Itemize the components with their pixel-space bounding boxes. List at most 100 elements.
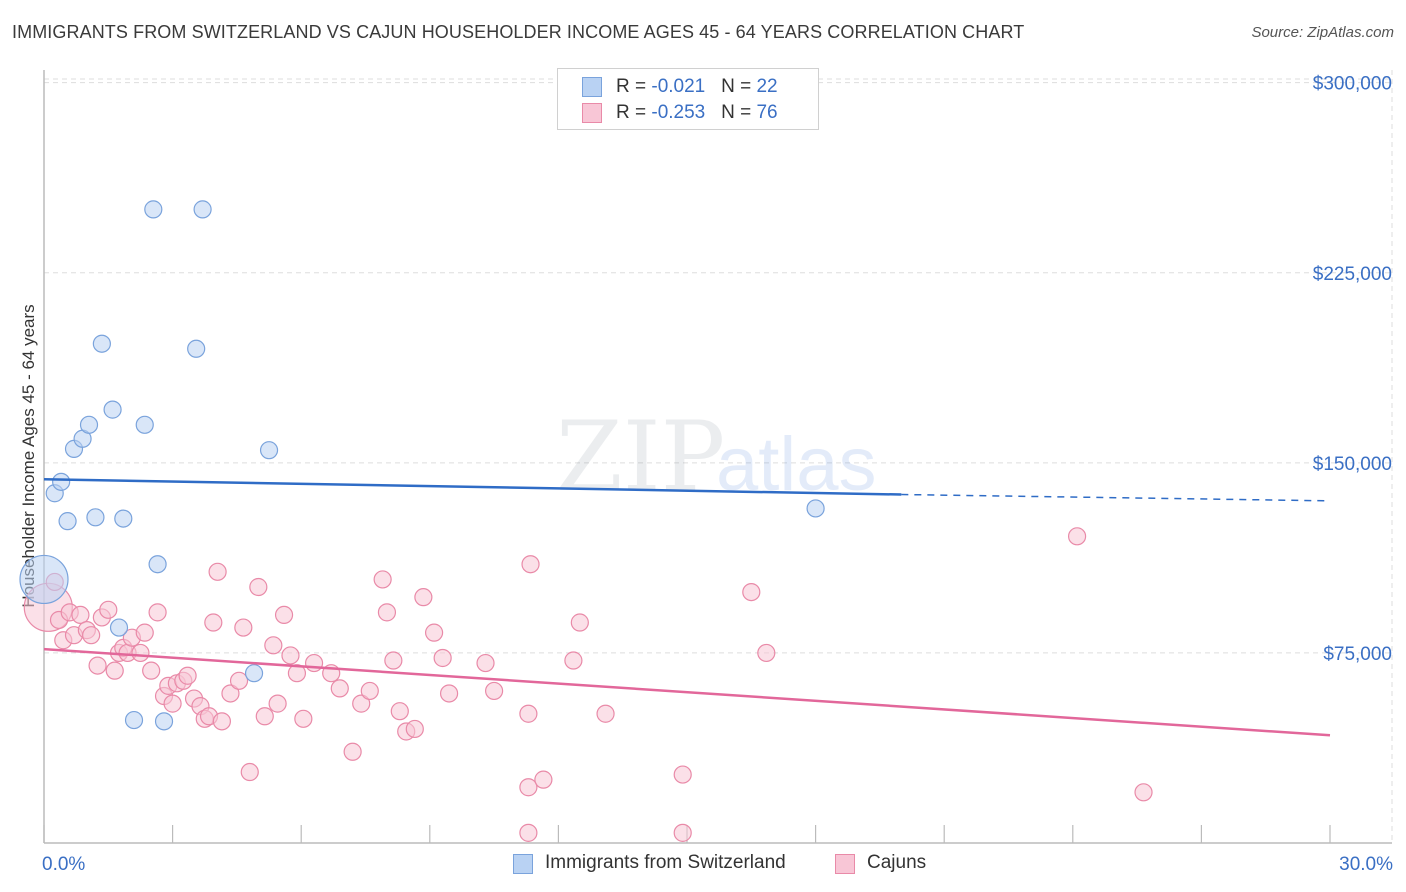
data-point: [71, 605, 90, 625]
data-point: [249, 577, 268, 597]
y-tick-label: $150,000: [1313, 454, 1392, 475]
data-point: [86, 508, 105, 527]
data-point: [193, 200, 212, 219]
data-point: [519, 823, 538, 842]
data-point: [240, 762, 259, 782]
data-point: [268, 694, 287, 713]
r-label: R =: [616, 76, 652, 97]
data-point: [99, 600, 118, 619]
chart-title: IMMIGRANTS FROM SWITZERLAND VS CAJUN HOU…: [12, 22, 1025, 42]
data-point: [148, 603, 167, 622]
legend-row-text: R = -0.253 N = 76: [616, 102, 778, 124]
data-point: [124, 710, 144, 730]
cajuns-points: [23, 527, 1153, 842]
data-point: [229, 671, 249, 690]
data-point: [343, 742, 362, 761]
data-point: [255, 707, 274, 726]
y-tick-label: $75,000: [1323, 644, 1392, 665]
data-point: [131, 643, 150, 663]
data-point: [187, 339, 206, 358]
data-point: [142, 661, 161, 680]
data-point: [534, 770, 553, 789]
r-value: -0.021: [651, 76, 706, 97]
data-point: [208, 562, 227, 581]
data-point: [757, 643, 776, 663]
data-point: [148, 555, 167, 574]
data-point: [163, 694, 182, 713]
data-point: [82, 626, 101, 645]
data-point: [673, 823, 692, 842]
data-point: [92, 334, 111, 353]
trend-lines: [43, 478, 1331, 737]
data-point: [52, 472, 71, 491]
data-point: [154, 712, 174, 731]
x-tick-labels: 0.0% 30.0%: [42, 854, 1393, 875]
data-point: [521, 555, 540, 574]
legend-label: Cajuns: [867, 852, 927, 873]
swiss-trend-line: [43, 478, 902, 496]
data-point: [144, 200, 163, 219]
data-point: [377, 603, 397, 622]
y-axis-label: Householder Income Ages 45 - 64 years: [19, 304, 38, 607]
data-point: [135, 623, 154, 642]
swiss-trend-extension: [901, 493, 1331, 502]
legend-label: Immigrants from Switzerland: [545, 852, 786, 873]
data-point: [58, 512, 77, 531]
y-tick-label: $300,000: [1313, 74, 1392, 95]
data-point: [109, 618, 129, 637]
data-point: [439, 684, 459, 703]
data-point: [373, 570, 392, 589]
data-point: [178, 666, 197, 685]
n-label: N =: [721, 76, 757, 97]
data-point: [405, 719, 424, 739]
data-point: [390, 702, 409, 721]
data-point: [1134, 783, 1153, 802]
data-point: [360, 681, 379, 701]
swiss-points: [19, 200, 825, 731]
data-point: [221, 684, 240, 703]
data-point: [570, 613, 589, 632]
grid-lines: [44, 70, 1393, 843]
data-point: [114, 509, 133, 528]
n-label: N =: [721, 102, 757, 123]
data-point: [274, 605, 294, 625]
data-point: [424, 623, 444, 642]
n-value: 76: [756, 102, 778, 123]
legend-row-text: R = -0.021 N = 22: [616, 76, 778, 98]
correlation-legend: R = -0.021 N = 22 R = -0.253 N = 76: [557, 68, 819, 130]
cajuns-trend-line: [43, 647, 1331, 737]
data-point: [212, 712, 231, 731]
watermark: ZIP atlas: [556, 401, 877, 513]
data-point: [519, 704, 538, 723]
data-point: [88, 656, 107, 675]
x-tick-label: 0.0%: [42, 854, 85, 875]
data-point: [564, 651, 583, 670]
data-point: [103, 400, 122, 419]
data-point: [234, 618, 253, 637]
watermark-zip: ZIP: [556, 401, 725, 513]
cajuns-swatch: [582, 103, 602, 123]
data-point: [384, 651, 403, 670]
x-tick-label: 30.0%: [1339, 854, 1393, 875]
source-credit: Source: ZipAtlas.com: [1251, 24, 1394, 41]
data-point: [433, 648, 452, 668]
data-point: [259, 441, 279, 460]
data-point: [294, 709, 313, 728]
r-value: -0.253: [651, 102, 706, 123]
data-point: [287, 664, 307, 683]
n-value: 22: [756, 76, 778, 97]
r-label: R =: [616, 102, 652, 123]
data-point: [742, 582, 761, 602]
data-point: [19, 554, 69, 605]
data-point: [1067, 527, 1087, 546]
data-point: [264, 636, 283, 655]
y-tick-label: $225,000: [1313, 264, 1392, 285]
data-point: [673, 765, 692, 784]
swiss-swatch: [582, 77, 602, 97]
data-point: [304, 653, 324, 673]
cajuns-swatch: [835, 854, 855, 874]
data-point: [204, 613, 223, 632]
data-point: [135, 415, 154, 434]
data-point: [352, 694, 371, 713]
